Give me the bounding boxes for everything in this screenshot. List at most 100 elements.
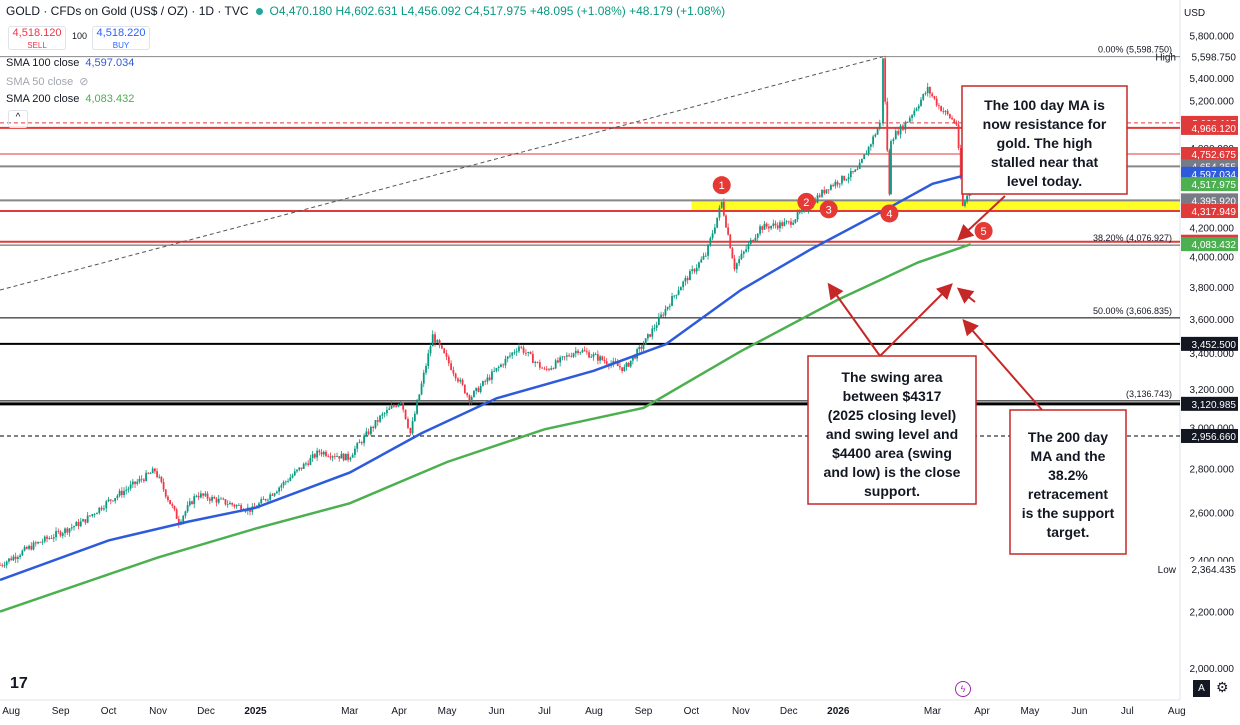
candle-body bbox=[89, 515, 91, 517]
candle-body bbox=[845, 179, 848, 181]
candle-body bbox=[325, 451, 327, 456]
candle-body bbox=[603, 359, 606, 362]
candle-body bbox=[653, 327, 656, 329]
candle-body bbox=[397, 403, 400, 407]
candle-body bbox=[127, 488, 130, 490]
lightning-icon[interactable]: ϟ bbox=[955, 681, 971, 697]
price-tick: 2,600.000 bbox=[1190, 508, 1235, 519]
candle-body bbox=[869, 144, 872, 147]
candle-body bbox=[493, 370, 496, 372]
eye-hidden-icon[interactable]: ⊘ bbox=[79, 76, 89, 88]
price-label-text: 4,317.949 bbox=[1192, 207, 1237, 218]
candle-body bbox=[616, 363, 619, 367]
candle-body bbox=[120, 490, 123, 495]
price-tick: 4,200.000 bbox=[1190, 223, 1235, 234]
auto-scale-button[interactable]: A bbox=[1193, 680, 1210, 697]
candle-body bbox=[623, 366, 626, 372]
candle-body bbox=[577, 350, 579, 354]
candle-body bbox=[226, 504, 229, 506]
fib-label: 50.00% (3,606.835) bbox=[1093, 306, 1172, 316]
time-tick: Apr bbox=[974, 706, 990, 717]
candle-body bbox=[497, 366, 500, 368]
candle-body bbox=[32, 542, 35, 550]
time-tick: Mar bbox=[341, 706, 359, 717]
candle-body bbox=[677, 290, 680, 295]
annotation-frame bbox=[961, 85, 1128, 195]
market-status-icon bbox=[256, 8, 264, 15]
candle-body bbox=[340, 453, 343, 459]
candle-body bbox=[865, 154, 868, 155]
candle-body bbox=[140, 478, 143, 480]
annotation-arrow bbox=[827, 282, 881, 357]
candle-body bbox=[199, 493, 202, 498]
candle-body bbox=[629, 360, 632, 367]
candle-body bbox=[342, 453, 345, 461]
candle-body bbox=[0, 564, 1, 566]
candle-body bbox=[360, 442, 363, 444]
candles bbox=[0, 55, 972, 569]
candle-body bbox=[240, 505, 243, 511]
price-label-bg bbox=[1181, 428, 1238, 443]
candle-body bbox=[634, 356, 636, 359]
candle-body bbox=[834, 181, 837, 186]
candle-body bbox=[461, 379, 464, 385]
candle-body bbox=[787, 221, 790, 223]
candle-body bbox=[12, 556, 15, 561]
candle-body bbox=[552, 368, 555, 370]
annotation-text: is the support bbox=[1022, 505, 1115, 521]
candle-body bbox=[749, 239, 752, 244]
sell-button[interactable]: 4,518.120 SELL bbox=[8, 26, 66, 50]
time-tick: Apr bbox=[391, 706, 407, 717]
candle-body bbox=[548, 368, 550, 370]
candle-body bbox=[698, 262, 700, 268]
fib-label: 0.00% (5,598.750) bbox=[1098, 45, 1172, 55]
candle-body bbox=[300, 467, 303, 469]
candle-body bbox=[836, 181, 839, 185]
candle-body bbox=[213, 497, 216, 499]
time-tick: Jun bbox=[489, 706, 505, 717]
sell-label: SELL bbox=[27, 41, 47, 50]
time-tick: Sep bbox=[52, 706, 70, 717]
candle-body bbox=[237, 505, 240, 506]
price-tick: 3,800.000 bbox=[1190, 283, 1235, 294]
candle-body bbox=[291, 475, 294, 478]
candle-body bbox=[282, 481, 285, 486]
candle-body bbox=[832, 185, 835, 186]
candle-body bbox=[1, 564, 4, 566]
legend-sma200[interactable]: SMA 200 close 4,083.432 bbox=[6, 93, 134, 105]
price-tick: 2,000.000 bbox=[1190, 664, 1235, 675]
price-label-bg bbox=[1181, 396, 1238, 411]
candle-body bbox=[407, 419, 409, 428]
lot-size[interactable]: 100 bbox=[72, 31, 88, 41]
time-tick: May bbox=[438, 706, 457, 717]
marker-circle bbox=[712, 176, 731, 195]
candle-body bbox=[376, 420, 379, 422]
legend-sma50[interactable]: SMA 50 close ⊘ bbox=[6, 75, 88, 88]
candle-body bbox=[390, 405, 393, 409]
legend-sma100[interactable]: SMA 100 close 4,597.034 bbox=[6, 57, 134, 69]
candle-body bbox=[158, 476, 161, 478]
candle-body bbox=[816, 195, 819, 203]
marker-4: 4 bbox=[880, 204, 899, 223]
price-label: 4,752.675 bbox=[1181, 147, 1238, 162]
candle-body bbox=[908, 117, 911, 122]
price-tick: 5,200.000 bbox=[1190, 97, 1235, 108]
price-tick: 2,800.000 bbox=[1190, 464, 1235, 475]
collapse-legend-icon[interactable]: ^ bbox=[8, 110, 28, 128]
candle-body bbox=[338, 456, 341, 459]
candle-body bbox=[107, 499, 110, 502]
candle-body bbox=[363, 435, 365, 444]
candle-body bbox=[235, 505, 238, 507]
candle-body bbox=[682, 281, 685, 288]
candle-body bbox=[716, 217, 719, 228]
candle-body bbox=[445, 353, 448, 357]
candle-body bbox=[858, 162, 861, 169]
buy-button[interactable]: 4,518.220 BUY bbox=[92, 26, 150, 50]
candle-body bbox=[902, 125, 904, 130]
price-tick: 3,400.000 bbox=[1190, 349, 1235, 360]
gear-icon[interactable]: ⚙ bbox=[1216, 679, 1229, 695]
currency-label[interactable]: USD bbox=[1184, 8, 1206, 19]
annotation-text: The swing area bbox=[841, 369, 942, 385]
candle-body bbox=[452, 369, 455, 374]
